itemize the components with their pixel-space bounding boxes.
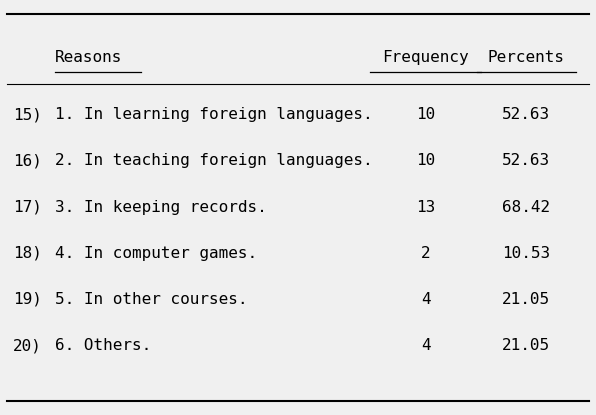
Text: Frequency: Frequency (382, 49, 469, 65)
Text: Percents: Percents (488, 49, 565, 65)
Text: 19): 19) (13, 292, 42, 307)
Text: 13: 13 (416, 200, 435, 215)
Text: 16): 16) (13, 154, 42, 168)
Text: 2. In teaching foreign languages.: 2. In teaching foreign languages. (55, 154, 372, 168)
Text: Reasons: Reasons (55, 49, 122, 65)
Text: 15): 15) (13, 107, 42, 122)
Text: 18): 18) (13, 246, 42, 261)
Text: 17): 17) (13, 200, 42, 215)
Text: 21.05: 21.05 (502, 292, 551, 307)
Text: 4. In computer games.: 4. In computer games. (55, 246, 257, 261)
Text: 1. In learning foreign languages.: 1. In learning foreign languages. (55, 107, 372, 122)
Text: 10: 10 (416, 154, 435, 168)
Text: 52.63: 52.63 (502, 107, 551, 122)
Text: 2: 2 (421, 246, 430, 261)
Text: 4: 4 (421, 338, 430, 353)
Text: 68.42: 68.42 (502, 200, 551, 215)
Text: 3. In keeping records.: 3. In keeping records. (55, 200, 266, 215)
Text: 10: 10 (416, 107, 435, 122)
Text: 21.05: 21.05 (502, 338, 551, 353)
Text: 5. In other courses.: 5. In other courses. (55, 292, 247, 307)
Text: 4: 4 (421, 292, 430, 307)
Text: 52.63: 52.63 (502, 154, 551, 168)
Text: 10.53: 10.53 (502, 246, 551, 261)
Text: 6. Others.: 6. Others. (55, 338, 151, 353)
Text: 20): 20) (13, 338, 42, 353)
